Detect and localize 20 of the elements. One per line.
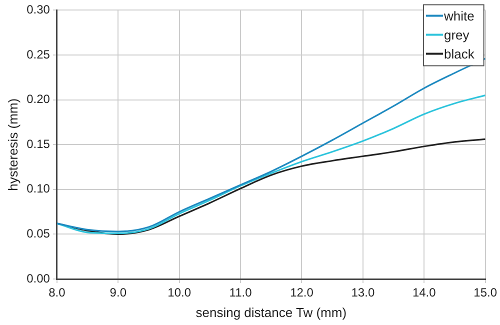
- x-tick-label: 11.0: [229, 286, 252, 300]
- y-tick-label: 0.20: [26, 92, 50, 106]
- y-tick-label: 0.10: [26, 182, 50, 196]
- x-tick-label: 15.0: [474, 286, 498, 300]
- y-tick-label: 0.15: [26, 136, 50, 151]
- y-tick-label: 0.00: [26, 271, 50, 286]
- y-tick-label: 0.05: [26, 226, 50, 241]
- x-tick-label: 14.0: [412, 286, 436, 300]
- x-tick-label: 10.0: [168, 286, 192, 300]
- legend-label: grey: [444, 27, 470, 42]
- y-tick-label: 0.25: [26, 47, 50, 62]
- y-axis-title: hysteresis (mm): [5, 98, 20, 191]
- x-tick-label: 13.0: [351, 286, 375, 300]
- y-tick-label: 0.30: [26, 2, 50, 17]
- legend-label: black: [444, 46, 475, 62]
- x-tick-label: 8.0: [48, 286, 66, 300]
- x-tick-label: 12.0: [290, 286, 314, 300]
- x-tick-label: 9.0: [110, 286, 127, 300]
- x-axis-title: sensing distance Tw (mm): [196, 304, 347, 320]
- legend-label: white: [442, 8, 474, 24]
